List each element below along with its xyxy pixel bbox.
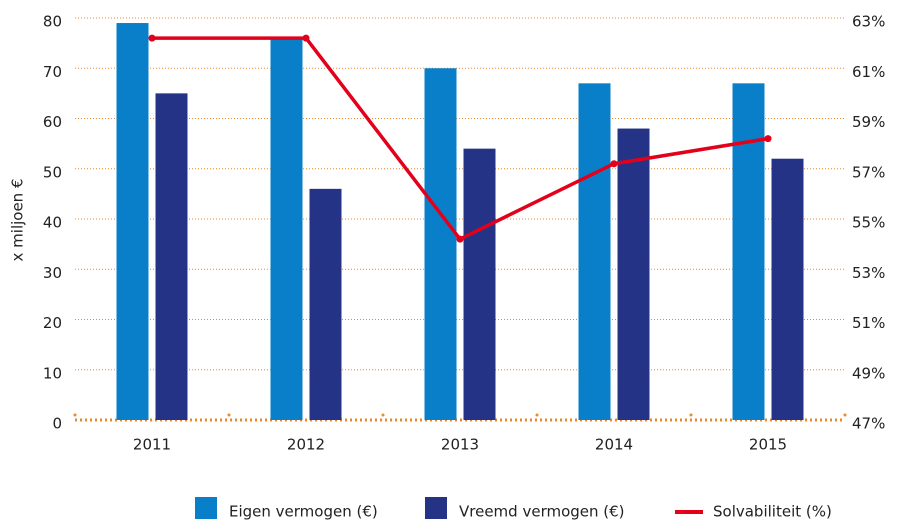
legend-label: Vreemd vermogen (€) <box>459 503 625 521</box>
y-tick-label: 10 <box>43 364 62 382</box>
bar <box>617 128 650 421</box>
y-tick-label: 40 <box>43 214 62 232</box>
bar <box>155 93 188 420</box>
category-divider <box>73 413 77 417</box>
x-tick-label: 2015 <box>749 436 787 454</box>
bar <box>463 148 496 420</box>
legend-label: Solvabiliteit (%) <box>713 503 832 521</box>
category-divider <box>843 413 847 417</box>
y-tick-label: 30 <box>43 264 62 282</box>
y2-tick-label: 51% <box>852 314 885 332</box>
bar <box>578 83 611 420</box>
legend-swatch <box>425 497 447 519</box>
y2-tick-label: 49% <box>852 364 885 382</box>
category-divider <box>689 413 693 417</box>
y-tick-label: 70 <box>43 63 62 81</box>
y2-tick-label: 63% <box>852 13 885 31</box>
y-tick-label: 50 <box>43 163 62 181</box>
bar <box>309 188 342 420</box>
category-divider <box>535 413 539 417</box>
y-axis-label: x miljoen € <box>9 179 27 262</box>
y-tick-label: 80 <box>43 13 62 31</box>
y2-tick-label: 55% <box>852 214 885 232</box>
y2-tick-label: 59% <box>852 113 885 131</box>
y2-tick-label: 61% <box>852 63 885 81</box>
bar <box>771 158 804 420</box>
line-point <box>764 135 772 143</box>
line-point <box>610 160 618 168</box>
y2-tick-label: 53% <box>852 264 885 282</box>
line-point <box>456 235 464 243</box>
y2-tick-label: 57% <box>852 163 885 181</box>
x-tick-label: 2011 <box>133 436 171 454</box>
x-tick-label: 2013 <box>441 436 479 454</box>
x-tick-label: 2012 <box>287 436 325 454</box>
y2-tick-label: 47% <box>852 415 885 433</box>
y-tick-label: 60 <box>43 113 62 131</box>
legend-label: Eigen vermogen (€) <box>229 503 378 521</box>
bar <box>732 83 765 420</box>
legend-swatch <box>195 497 217 519</box>
x-tick-label: 2014 <box>595 436 633 454</box>
y-tick-label: 0 <box>52 415 62 433</box>
bar <box>270 38 303 420</box>
line-point <box>148 34 156 42</box>
category-divider <box>227 413 231 417</box>
bar <box>116 23 149 421</box>
bar <box>424 68 457 420</box>
category-divider <box>381 413 385 417</box>
line-point <box>302 34 310 42</box>
y-tick-label: 20 <box>43 314 62 332</box>
